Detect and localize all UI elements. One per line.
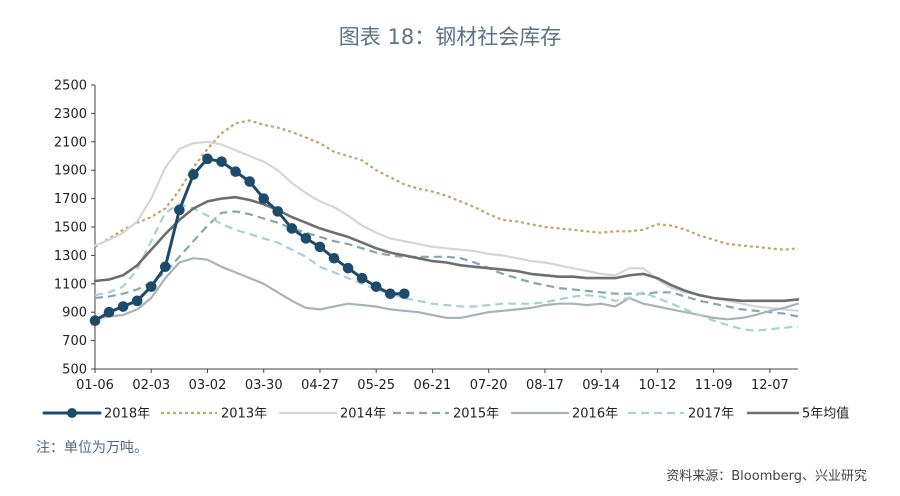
legend-item: 2013年	[161, 407, 267, 422]
series-6-point	[342, 262, 354, 274]
series-3-line	[93, 257, 800, 321]
y-tick-label: 500	[62, 363, 87, 378]
legend-label: 2018年	[104, 407, 150, 422]
x-tick-label: 05-25	[357, 378, 395, 393]
chart-note: 注：单位为万吨。	[36, 440, 148, 456]
y-tick-label: 2300	[54, 107, 87, 122]
x-tick-label: 07-20	[470, 378, 508, 393]
series-1-line	[93, 140, 800, 312]
x-tick-label: 09-14	[582, 378, 620, 393]
legend: 2018年 2013年 2014年 2015年 2016年 2017年 5年均值	[42, 406, 849, 422]
series-layer	[89, 119, 800, 332]
series-6-point	[314, 241, 326, 253]
series-2-line	[94, 210, 799, 318]
series-6-point	[356, 272, 368, 284]
series-6-point	[300, 233, 312, 244]
legend-item: 2016年	[510, 407, 618, 422]
series-0-line	[94, 119, 799, 251]
chart-title: 图表 18：钢材社会库存	[339, 25, 561, 49]
series-6-point	[272, 206, 284, 217]
series-6-point	[258, 193, 270, 204]
series-6-point	[188, 169, 199, 180]
series-6-point	[202, 153, 213, 165]
series-6-point	[370, 281, 382, 292]
y-tick-label: 1500	[54, 221, 87, 236]
series-6-point	[328, 252, 340, 264]
x-tick-label: 02-03	[132, 378, 170, 393]
series-6-point	[117, 301, 129, 312]
y-tick-label: 1900	[54, 164, 87, 179]
y-tick-label: 700	[62, 334, 87, 349]
x-tick-label: 01-06	[76, 378, 114, 393]
legend-item: 2017年	[628, 407, 734, 422]
x-tick-label: 11-09	[695, 378, 733, 393]
legend-label: 2014年	[340, 407, 386, 422]
legend-label: 2016年	[572, 407, 618, 422]
y-tick-label: 1700	[54, 192, 87, 207]
legend-label: 2015年	[453, 407, 499, 422]
legend-marker	[67, 408, 77, 418]
series-6-point	[131, 295, 143, 307]
legend-label: 2013年	[221, 407, 267, 422]
x-tick-label: 10-12	[639, 378, 677, 393]
series-5-line	[93, 195, 800, 303]
x-tick-label: 12-07	[751, 378, 789, 393]
chart-source: 资料来源：Bloomberg、兴业研究	[666, 469, 867, 484]
y-tick-label: 1100	[54, 277, 87, 292]
x-tick-label: 03-30	[245, 378, 283, 393]
series-4-line	[94, 203, 799, 332]
legend-item: 2015年	[393, 407, 499, 422]
legend-item: 5年均值	[746, 406, 849, 422]
series-6-point	[244, 176, 255, 187]
y-tick-label: 1300	[54, 249, 87, 264]
legend-item: 2014年	[278, 407, 386, 422]
series-6-point	[145, 281, 157, 292]
y-tick-label: 2100	[54, 135, 87, 150]
legend-item: 2018年	[42, 407, 150, 422]
series-6-point	[103, 306, 115, 318]
y-axis: 2500 2300 2100 1900 1700 1500 1300 1100 900 700 50…	[54, 79, 96, 378]
legend-label: 2017年	[688, 407, 734, 422]
series-6-point	[216, 156, 227, 167]
series-6-point	[230, 166, 241, 177]
series-6-point	[286, 223, 298, 234]
series-6-point	[160, 261, 171, 273]
legend-label: 5年均值	[802, 406, 849, 422]
series-6-point	[384, 288, 396, 300]
y-tick-label: 2500	[54, 79, 87, 94]
x-tick-label: 08-17	[526, 378, 564, 393]
x-tick-label: 06-21	[414, 378, 452, 393]
series-6-point	[89, 315, 101, 327]
series-6-point	[399, 288, 410, 300]
x-tick-label: 03-02	[189, 378, 227, 393]
series-6-point	[174, 204, 185, 216]
x-axis: 01-06 02-03 03-02 03-30 04-27 05-25 06-21 07-20…	[76, 368, 798, 393]
y-tick-label: 900	[62, 306, 87, 321]
x-tick-label: 04-27	[301, 378, 339, 393]
